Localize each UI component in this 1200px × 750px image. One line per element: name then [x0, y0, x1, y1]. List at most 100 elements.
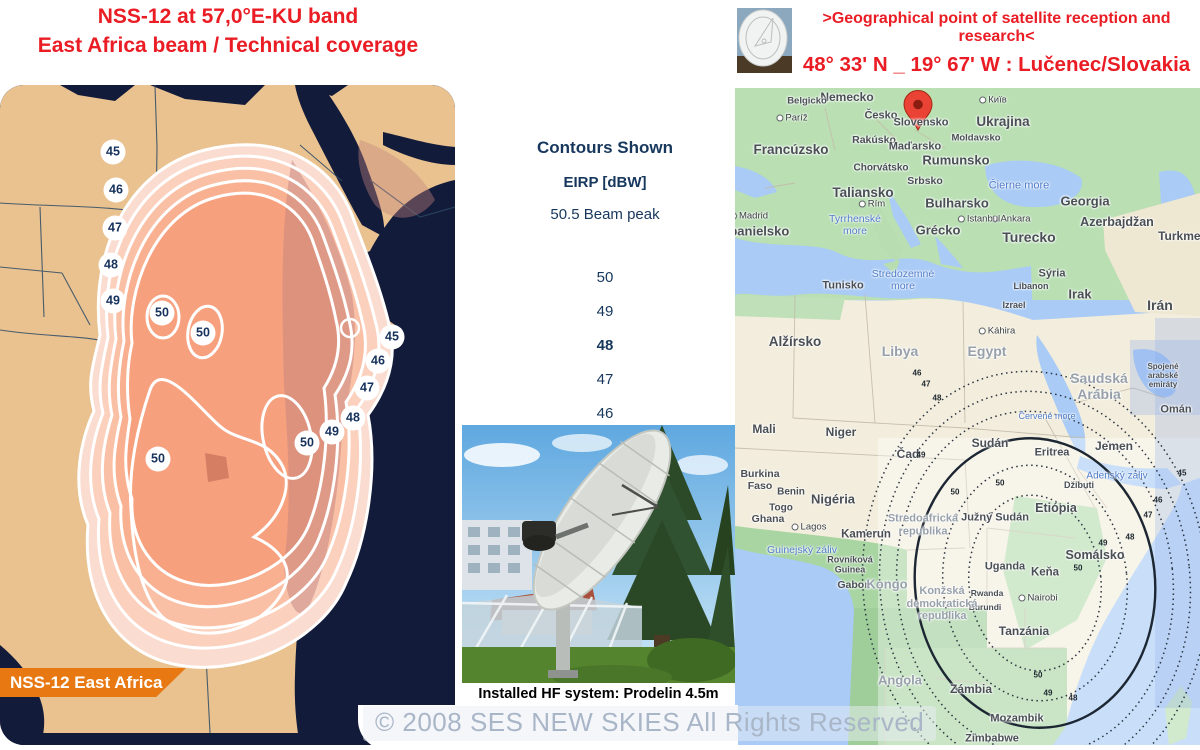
contour-badge-49: 49 [100, 288, 126, 314]
map-label-lagos: Lagos [791, 522, 826, 534]
contour-lines [77, 143, 394, 669]
dish-thumbnail-graphic [737, 8, 792, 73]
map-label-etiópia: Etiópia [1035, 500, 1077, 515]
dish [522, 429, 672, 678]
legend-level-47: 47 [596, 371, 614, 388]
map-label-ukrajina: Ukrajina [976, 114, 1030, 130]
city-dot [978, 327, 986, 335]
map-label-saudská-arábia: Saudská Arábia [1070, 369, 1128, 402]
map-label-georgia: Georgia [1060, 193, 1110, 209]
beam-rings [861, 370, 1200, 745]
map-label-alžírsko: Alžírsko [768, 334, 822, 350]
legend-level-48: 48 [596, 337, 614, 354]
legend-heading: Contours Shown [537, 138, 673, 157]
overlap-shade-arabia [358, 140, 435, 218]
beam-contour-label-47: 47 [921, 379, 931, 389]
contour-badge-47: 47 [102, 215, 128, 241]
map-label-turkmenistan: Turkmenistan [1158, 229, 1200, 244]
gulf-blue-overlay [1130, 340, 1200, 415]
map-label-istanbul: Istanbul [957, 214, 1000, 226]
city-dot [791, 523, 799, 531]
beam-contour-label-49: 49 [916, 450, 926, 460]
map-label-konžská-demokratická-republika: Konžská demokratická republika [906, 585, 978, 623]
map-label-kongo: Kongo [866, 576, 908, 592]
map-label-južný-sudán: Južný Sudán [961, 511, 1029, 524]
map-label-zámbia: Zámbia [949, 682, 993, 697]
right-header-line1: >Geographical point of satellite recepti… [822, 10, 1171, 45]
antenna-photo-graphic [462, 425, 735, 683]
map-label-maďarsko: Maďarsko [888, 140, 942, 153]
contour-badge-50: 50 [294, 430, 320, 456]
map-label-turecko: Turecko [1002, 228, 1056, 245]
contours-legend: Contours Shown EIRP [dBW] 50.5 Beam peak… [488, 138, 722, 439]
map-label-francúzsko: Francúzsko [753, 142, 829, 158]
left-map-title-line2: East Africa beam / Technical coverage [37, 33, 419, 57]
beam-wash-overlay [878, 438, 1200, 745]
beam-contour-label-50: 50 [995, 478, 1005, 488]
map-label-čad: Čad [896, 447, 920, 462]
contour-badge-46: 46 [103, 177, 129, 203]
copyright-watermark: © 2008 SES NEW SKIES All Rights Reserved [363, 706, 937, 741]
map-label-ankara: Ankara [991, 214, 1031, 226]
map-label-rím: Rím [858, 199, 885, 211]
city-dot [735, 212, 737, 220]
coverage-map-graphic [0, 85, 455, 745]
dish-thumbnail [737, 8, 792, 73]
map-label-červené-more: Červené more [1018, 410, 1076, 421]
map-label-niger: Niger [825, 425, 857, 440]
map-label-madrid: Madrid [735, 211, 768, 223]
map-label-rumunsko: Rumunsko [922, 152, 990, 168]
map-label-kamerun: Kamerun [841, 528, 891, 541]
map-label-guinejský-záliv: Guinejský záliv [766, 543, 838, 556]
beam-contour-label-46: 46 [1153, 495, 1163, 505]
beam-contour-label-48: 48 [1068, 693, 1078, 703]
antenna-photo [462, 425, 735, 683]
map-label-sudán: Sudán [971, 436, 1009, 451]
contour-badge-50: 50 [190, 320, 216, 346]
contour-badge-45: 45 [379, 324, 405, 350]
google-map[interactable]: Nemecko Belgicko Paríž Česko Rakúsko Slovensk… [735, 88, 1200, 745]
beam-contour-label-46: 46 [912, 368, 922, 378]
contour-badge-49: 49 [319, 419, 345, 445]
map-label-stredoafrická-republika: Stredoafrická republika [887, 512, 959, 537]
city-dot [991, 215, 999, 223]
map-label-španielsko: Španielsko [735, 223, 790, 239]
map-label-irán: Irán [1147, 296, 1173, 313]
beam-contour-label-48: 48 [932, 393, 942, 403]
beam-contour-label-48: 48 [1125, 532, 1135, 542]
beam-contour-label-50: 50 [950, 487, 960, 497]
map-label-zimbabwe: Zimbabwe [965, 732, 1019, 745]
right-header: >Geographical point of satellite recepti… [793, 10, 1200, 77]
legend-peak: 50.5 Beam peak [550, 206, 660, 223]
contour-badge-50: 50 [149, 300, 175, 326]
map-label-česko: Česko [864, 109, 898, 122]
map-label-adenský-záliv: Adenský záliv [1086, 470, 1148, 482]
map-label-keňa: Keňa [1030, 566, 1060, 579]
photo-caption: Installed HF system: Prodelin 4.5m [462, 683, 735, 706]
legend-levels: 50 49 48 47 46 [488, 269, 722, 422]
contour-badge-50: 50 [145, 446, 171, 472]
map-label-ghana: Ghana [751, 512, 785, 525]
left-map-title-line1: NSS-12 at 57,0°E-KU band [97, 5, 359, 28]
coverage-map: 45 46 47 48 49 50 50 50 50 49 48 47 46 45 NSS-12 East… [0, 85, 455, 745]
city-dot [979, 96, 987, 104]
map-label-grécko: Grécko [915, 222, 961, 238]
country-borders [735, 107, 1166, 745]
beam-contour-label-49: 49 [1098, 538, 1108, 548]
map-label-taliansko: Taliansko [832, 185, 894, 201]
map-label-libanon: Libanon [1013, 280, 1049, 291]
beam-contour-label-49: 49 [1043, 688, 1053, 698]
legend-level-46: 46 [596, 405, 614, 422]
map-label-džibuti: Džibuti [1064, 479, 1094, 490]
map-label-burkina-faso: Burkina Faso [740, 467, 780, 492]
map-label-azerbajdžan: Azerbajdžan [1080, 214, 1154, 229]
map-label-uganda: Uganda [984, 560, 1026, 573]
map-label-somálsko: Somálsko [1065, 547, 1125, 562]
location-pin[interactable] [903, 90, 933, 132]
map-label-omán: Omán [1160, 403, 1192, 416]
city-dot [858, 200, 866, 208]
map-label-burundi: Burundi [968, 602, 1002, 613]
map-label-libya: Libya [881, 342, 919, 359]
map-label-jemen: Jemen [1094, 439, 1134, 454]
